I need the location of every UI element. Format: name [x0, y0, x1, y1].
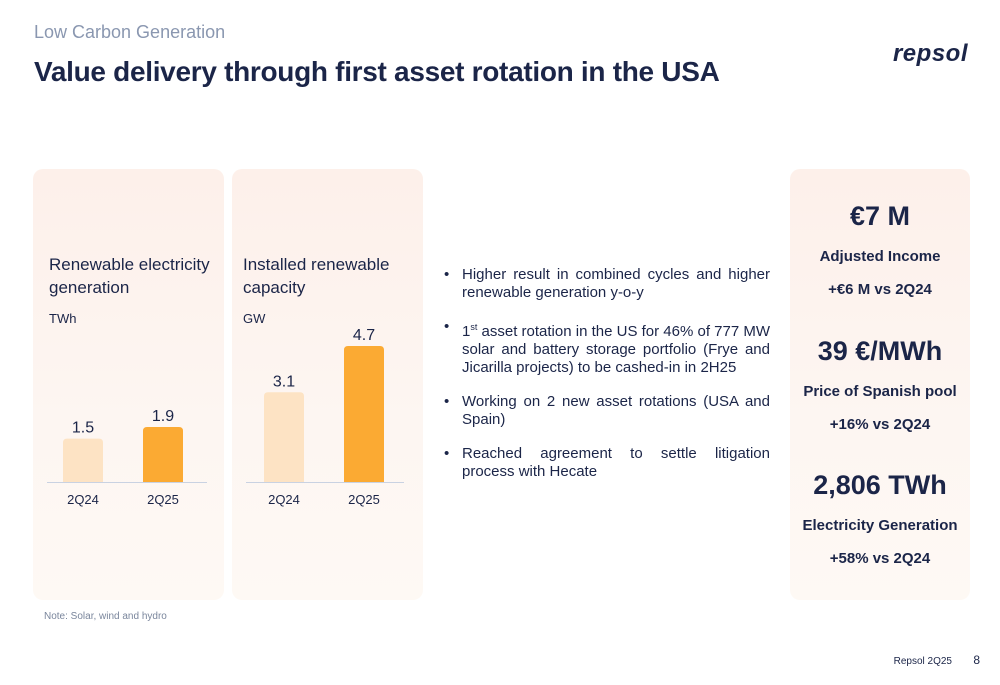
page-title: Value delivery through first asset rotat…: [34, 56, 720, 87]
repsol-logo: repsol: [892, 40, 968, 67]
kpi-label: Adjusted Income: [819, 248, 941, 265]
footer-text: Repsol 2Q25: [893, 656, 952, 667]
list-item: 1st asset rotation in the US for 46% of …: [442, 318, 770, 377]
data-label: 1.9: [152, 408, 174, 425]
highlights-list: Higher result in combined cycles and hig…: [442, 266, 770, 497]
chart-unit: GW: [243, 311, 266, 326]
x-tick-label: 2Q25: [147, 492, 179, 507]
data-label: 1.5: [72, 420, 94, 437]
x-tick-label: 2Q24: [67, 492, 99, 507]
bar-2q25: [143, 427, 183, 482]
kpi-delta: +€6 M vs 2Q24: [828, 281, 932, 298]
x-tick-label: 2Q25: [348, 492, 380, 507]
kpi-value: 2,806 TWh: [813, 470, 947, 500]
kpi-electricity-generation: 2,806 TWh Electricity Generation +58% vs…: [790, 470, 970, 567]
kpi-card: €7 M Adjusted Income +€6 M vs 2Q24 39 €/…: [790, 169, 970, 600]
section-label: Low Carbon Generation: [34, 22, 226, 42]
page-number: 8: [973, 653, 980, 667]
installed-capacity-card: Installed renewable capacity GW 3.1 2Q24 4…: [232, 169, 423, 600]
x-tick-label: 2Q24: [268, 492, 300, 507]
bar-2q25: [344, 346, 384, 482]
chart-unit: TWh: [49, 311, 77, 326]
kpi-delta: +16% vs 2Q24: [829, 416, 931, 433]
kpi-label: Price of Spanish pool: [803, 383, 957, 400]
bar-2q24: [264, 392, 304, 482]
list-item: Reached agreement to settle litigation p…: [442, 445, 770, 481]
chart-title: Installed renewable capacity: [243, 255, 390, 297]
bar-2q24: [63, 438, 103, 482]
capacity-bar-chart: 3.1 2Q24 4.7 2Q25: [246, 327, 404, 507]
renewable-generation-card: Renewable electricity generation TWh 1.5…: [33, 169, 224, 600]
data-label: 4.7: [353, 327, 375, 344]
kpi-adjusted-income: €7 M Adjusted Income +€6 M vs 2Q24: [790, 201, 970, 298]
list-item: Working on 2 new asset rotations (USA an…: [442, 393, 770, 429]
data-label: 3.1: [273, 373, 295, 390]
kpi-value: 39 €/MWh: [817, 336, 943, 366]
kpi-pool-price: 39 €/MWh Price of Spanish pool +16% vs 2…: [790, 336, 970, 433]
footnote: Note: Solar, wind and hydro: [44, 611, 167, 622]
chart-title: Renewable electricity generation: [49, 255, 210, 297]
kpi-label: Electricity Generation: [802, 517, 958, 534]
kpi-value: €7 M: [849, 201, 911, 231]
kpi-delta: +58% vs 2Q24: [829, 550, 931, 567]
list-item: Higher result in combined cycles and hig…: [442, 266, 770, 302]
generation-bar-chart: 1.5 2Q24 1.9 2Q25: [47, 408, 207, 507]
